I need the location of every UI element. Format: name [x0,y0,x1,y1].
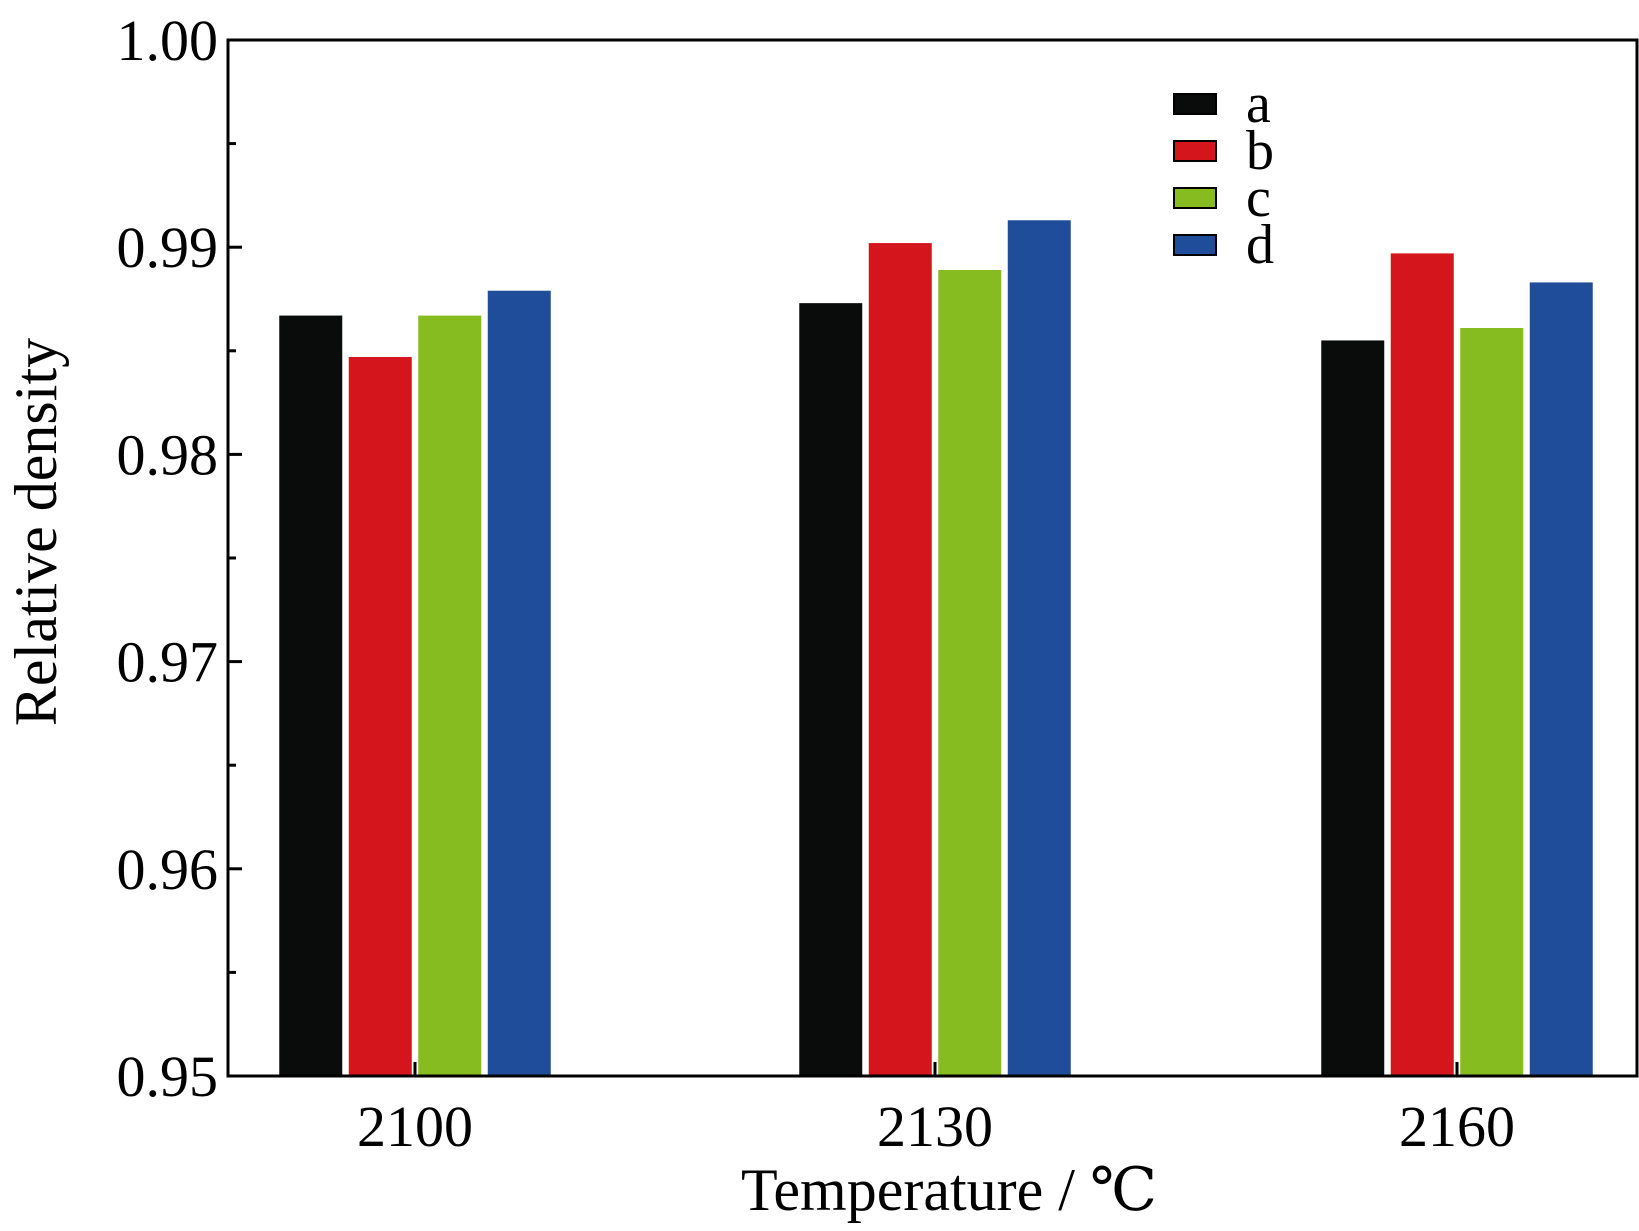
bar-c-2100 [418,315,482,1076]
legend-swatch-a [1173,93,1217,115]
y-tick-label: 1.00 [117,8,219,73]
axes-layer: 0.95 0.96 0.97 0.98 0.99 1.00 2100 2130 2160 [117,8,1639,1159]
bar-b-2160 [1390,253,1454,1076]
bar-c-2130 [938,269,1002,1076]
bar-b-2130 [868,243,932,1076]
bar-a-2160 [1321,340,1385,1076]
bar-d-2100 [487,290,551,1076]
legend-label-b: b [1246,120,1274,182]
legend-label-c: c [1246,167,1271,229]
bar-a-2100 [279,315,343,1076]
bar-d-2160 [1529,282,1593,1076]
legend-swatch-b [1173,140,1217,162]
y-tick-label: 0.95 [117,1044,219,1109]
bar-c-2160 [1460,328,1524,1076]
y-tick-label: 0.99 [117,215,219,280]
bars-layer [279,220,1593,1076]
legend-label-d: d [1246,214,1274,276]
legend-label-a: a [1246,73,1271,135]
x-tick-label: 2130 [877,1094,993,1159]
x-tick-label: 2160 [1399,1094,1515,1159]
y-axis-title: Relative density [3,338,69,726]
x-axis-title: Temperature / ℃ [741,1157,1157,1223]
y-tick-label: 0.98 [117,422,219,487]
y-tick-label: 0.97 [117,630,219,695]
x-tick-label: 2100 [357,1094,473,1159]
legend-swatch-c [1173,187,1217,209]
bar-a-2130 [799,303,863,1076]
bar-d-2130 [1007,220,1071,1076]
legend-swatch-d [1173,234,1217,256]
y-tick-label: 0.96 [117,837,219,902]
bar-b-2100 [348,357,412,1076]
